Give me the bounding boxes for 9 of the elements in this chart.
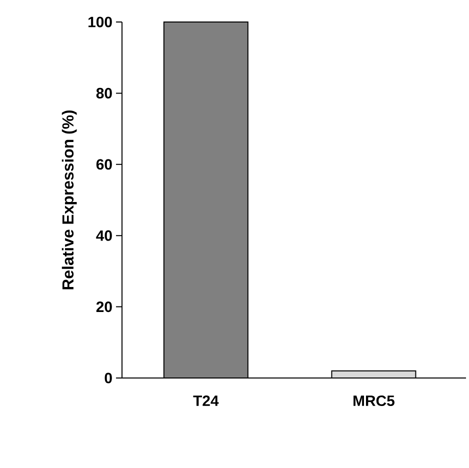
x-tick-label: T24 — [193, 395, 219, 406]
y-tick-label: 0 — [104, 372, 112, 384]
y-tick-label: 80 — [96, 88, 112, 98]
x-tick-label: MRC5 — [354, 395, 394, 406]
y-tick-label: 40 — [96, 230, 112, 241]
y-tick-label: 60 — [96, 159, 112, 170]
y-tick-label: 100 — [88, 16, 112, 28]
y-axis-title: Relative Expression (%) — [62, 110, 77, 290]
y-tick-label: 20 — [96, 302, 112, 312]
